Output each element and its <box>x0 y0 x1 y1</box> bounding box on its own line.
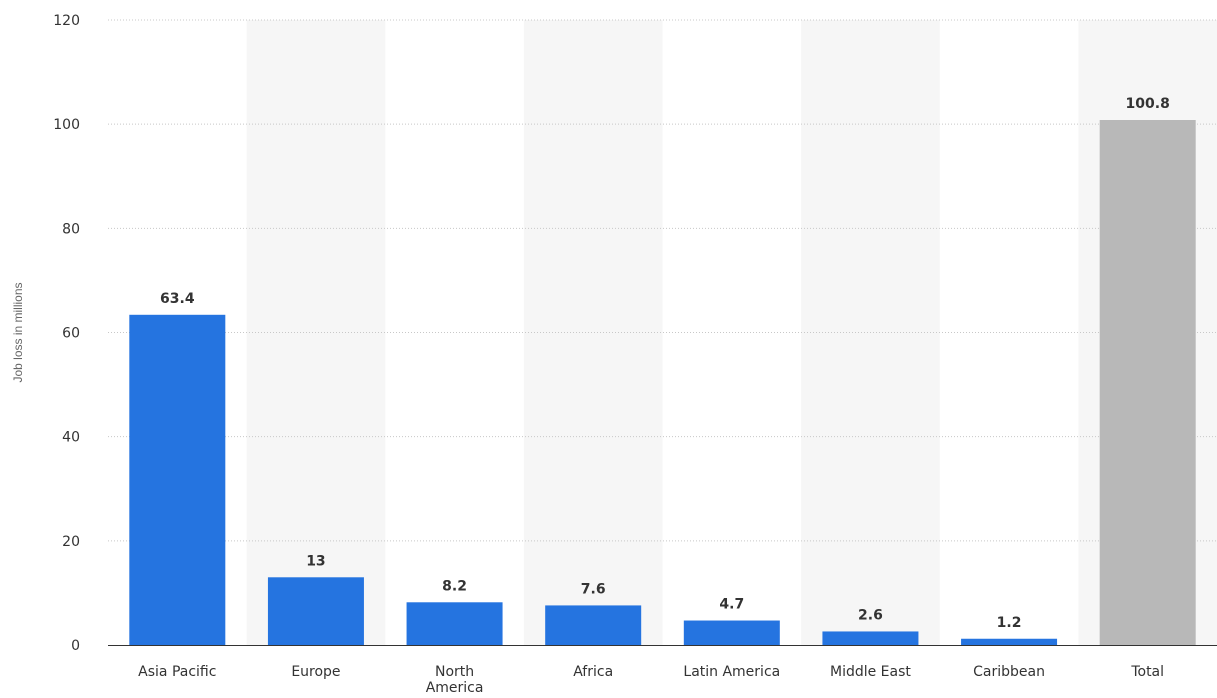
data-label: 13 <box>306 553 325 569</box>
data-label: 1.2 <box>997 615 1022 631</box>
data-labels: 63.4 13 8.2 7.6 4.7 2.6 1.2 100.8 <box>160 96 1170 631</box>
y-axis-title: Job loss in millions <box>11 282 25 382</box>
bar-africa <box>545 605 642 645</box>
category-label: Latin America <box>683 664 780 680</box>
bar-europe <box>267 577 364 645</box>
y-tick-label: 80 <box>62 221 80 237</box>
category-label: Caribbean <box>973 664 1045 680</box>
gridlines <box>108 19 1217 542</box>
bars <box>129 120 1196 645</box>
data-label: 2.6 <box>858 607 883 623</box>
y-tick-label: 100 <box>53 117 80 133</box>
y-tick-label: 40 <box>62 430 80 446</box>
y-tick-label: 60 <box>62 326 80 342</box>
category-label: North America <box>426 664 484 696</box>
y-axis-ticks: 0 20 40 60 80 100 120 <box>53 13 80 654</box>
data-label: 4.7 <box>719 597 744 613</box>
bar-total <box>1099 120 1196 645</box>
category-label: Total <box>1130 664 1164 680</box>
category-label: Middle East <box>830 664 911 680</box>
category-label: Europe <box>291 664 340 680</box>
data-label: 7.6 <box>581 581 606 597</box>
category-label: Africa <box>573 664 613 680</box>
bar-middle-east <box>822 631 919 645</box>
category-label: Asia Pacific <box>138 664 216 680</box>
bar-north-america <box>406 602 503 645</box>
data-label: 63.4 <box>160 291 195 307</box>
bar-caribbean <box>961 638 1058 645</box>
bar-asia-pacific <box>129 314 226 645</box>
y-tick-label: 0 <box>71 638 80 654</box>
category-labels: Asia Pacific Europe North America Africa Lati… <box>138 664 1164 696</box>
y-tick-label: 20 <box>62 534 80 550</box>
y-tick-label: 120 <box>53 13 80 29</box>
data-label: 100.8 <box>1126 96 1170 112</box>
background-band <box>523 20 663 645</box>
data-label: 8.2 <box>442 578 467 594</box>
bar-latin-america <box>683 620 780 645</box>
